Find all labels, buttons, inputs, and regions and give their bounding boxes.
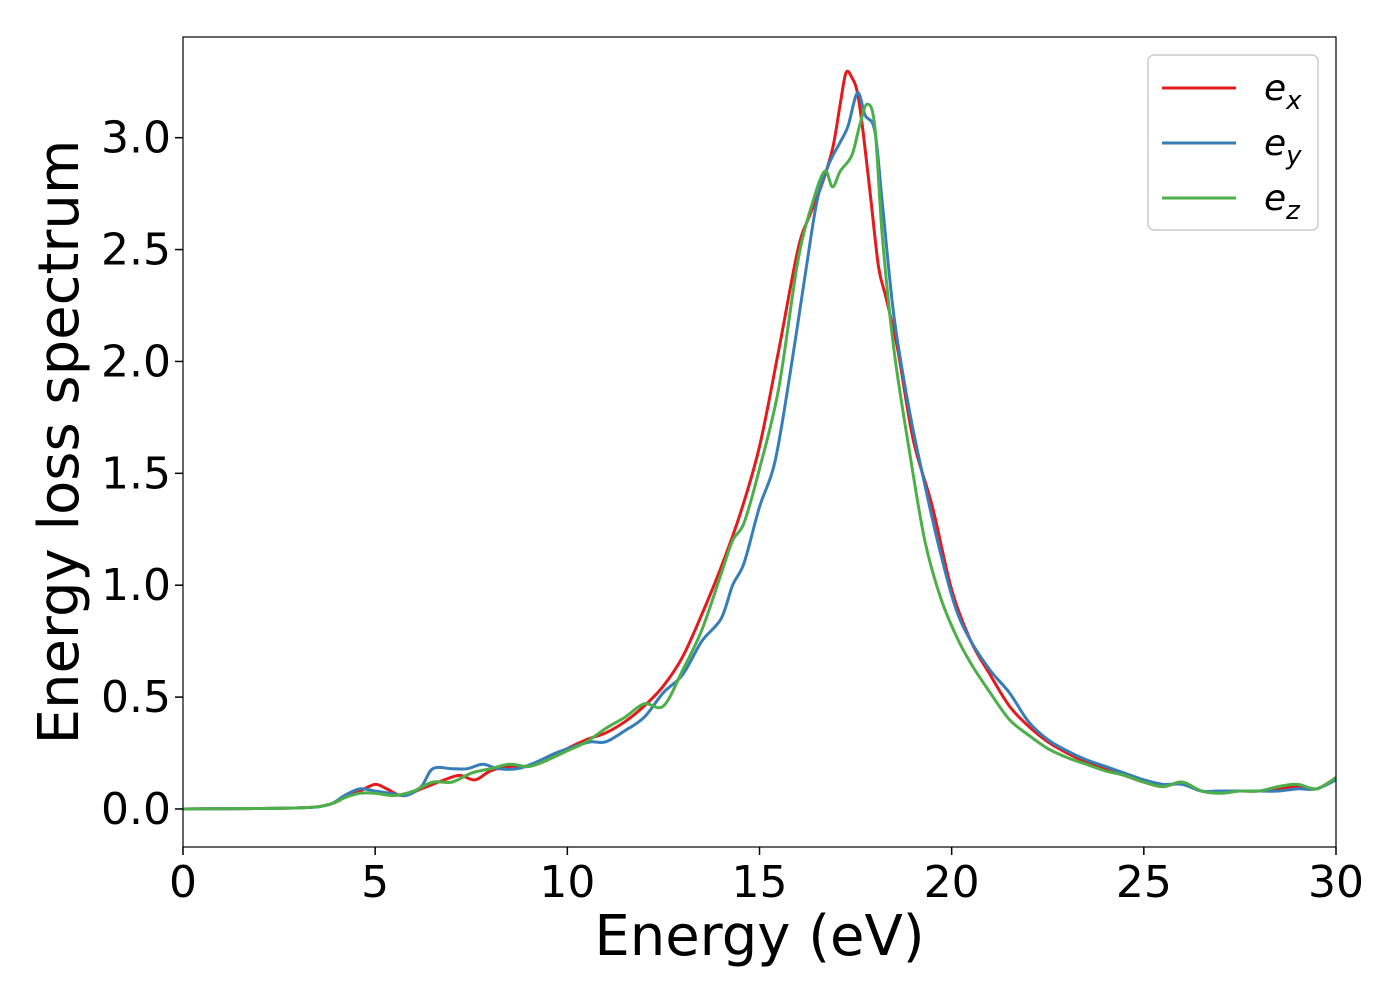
x-tick-label: 10: [539, 857, 595, 908]
y-axis-title: Energy loss spectrum: [27, 140, 92, 745]
x-axis: 0 5 10 15 20 25 30: [169, 847, 1364, 908]
legend-item-x: ex: [1162, 68, 1302, 116]
series-line-z: [183, 102, 1336, 811]
y-tick-label: 0.5: [101, 672, 171, 723]
legend-item-z: ez: [1162, 178, 1301, 226]
y-tick-label: 1.0: [101, 560, 171, 611]
legend-item-y: ey: [1162, 123, 1302, 171]
y-tick-label: 1.5: [101, 448, 171, 499]
series-layer: [183, 69, 1336, 811]
x-tick-label: 5: [361, 857, 389, 908]
x-axis-title: Energy (eV): [594, 904, 924, 969]
x-tick-label: 15: [732, 857, 788, 908]
legend: ex ey ez: [1147, 54, 1319, 231]
x-tick-label: 0: [169, 857, 197, 908]
series-line-y: [183, 91, 1336, 811]
legend-label: ex: [1264, 68, 1302, 116]
x-tick-label: 30: [1308, 857, 1364, 908]
x-tick-label: 20: [924, 857, 980, 908]
y-tick-label: 0.0: [101, 784, 171, 835]
y-tick-label: 2.5: [101, 225, 171, 276]
y-tick-label: 2.0: [101, 336, 171, 387]
legend-label: ey: [1264, 123, 1302, 171]
legend-label: ez: [1264, 178, 1301, 226]
y-axis: 0.0 0.5 1.0 1.5 2.0 2.5 3.0: [101, 113, 183, 835]
x-tick-label: 25: [1116, 857, 1172, 908]
y-tick-label: 3.0: [101, 113, 171, 164]
